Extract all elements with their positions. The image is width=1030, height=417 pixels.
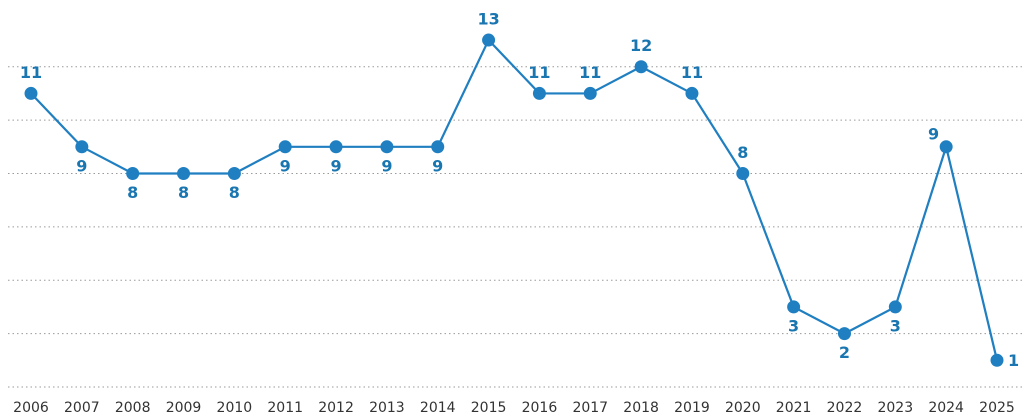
- x-tick-label: 2007: [64, 400, 100, 416]
- line: [30, 38, 999, 361]
- x-tick-label: 2022: [827, 400, 863, 416]
- marker: [787, 300, 801, 314]
- value-label: 3: [788, 316, 799, 335]
- value-label: 12: [630, 36, 652, 55]
- marker: [329, 140, 343, 154]
- marker: [227, 166, 241, 180]
- value-label: 8: [127, 183, 138, 202]
- marker: [24, 86, 38, 100]
- value-label: 1: [1008, 351, 1019, 370]
- marker: [634, 60, 648, 74]
- marker: [431, 140, 445, 154]
- x-tick-label: 2008: [115, 400, 151, 416]
- marker: [939, 140, 953, 154]
- x-tick-label: 2010: [217, 400, 253, 416]
- marker: [736, 166, 750, 180]
- value-label: 13: [477, 10, 499, 29]
- value-label: 8: [737, 143, 748, 162]
- x-tick-label: 2009: [166, 400, 202, 416]
- value-label: 8: [178, 183, 189, 202]
- marker: [837, 327, 851, 341]
- marker: [278, 140, 292, 154]
- x-tick-label: 2019: [674, 400, 710, 416]
- value-label: 9: [330, 156, 341, 175]
- marker: [380, 140, 394, 154]
- value-label: 9: [432, 156, 443, 175]
- x-tick-label: 2012: [318, 400, 354, 416]
- marker: [482, 33, 496, 47]
- value-label: 11: [579, 63, 601, 82]
- marker: [126, 166, 140, 180]
- value-label: 11: [20, 63, 42, 82]
- x-tick-label: 2020: [725, 400, 761, 416]
- value-label: 9: [280, 156, 291, 175]
- marker: [990, 353, 1004, 367]
- marker: [583, 86, 597, 100]
- x-tick-label: 2025: [979, 400, 1015, 416]
- x-tick-label: 2013: [369, 400, 405, 416]
- x-tick-label: 2018: [623, 400, 659, 416]
- x-tick-label: 2021: [776, 400, 812, 416]
- marker: [888, 300, 902, 314]
- marker: [177, 166, 191, 180]
- x-tick-label: 2016: [522, 400, 558, 416]
- x-tick-label: 2011: [267, 400, 303, 416]
- value-label: 11: [528, 63, 550, 82]
- x-tick-label: 2006: [13, 400, 49, 416]
- marker: [532, 86, 546, 100]
- value-label: 11: [681, 63, 703, 82]
- value-label: 8: [229, 183, 240, 202]
- value-label: 2: [839, 343, 850, 362]
- value-label: 3: [890, 316, 901, 335]
- value-label: 9: [381, 156, 392, 175]
- x-tick-label: 2023: [877, 400, 913, 416]
- x-tick-label: 2017: [572, 400, 608, 416]
- marker: [685, 86, 699, 100]
- value-label: 9: [928, 124, 939, 143]
- marker: [75, 140, 89, 154]
- value-label: 9: [76, 156, 87, 175]
- x-tick-label: 2014: [420, 400, 456, 416]
- x-tick-label: 2024: [928, 400, 964, 416]
- x-tick-label: 2015: [471, 400, 507, 416]
